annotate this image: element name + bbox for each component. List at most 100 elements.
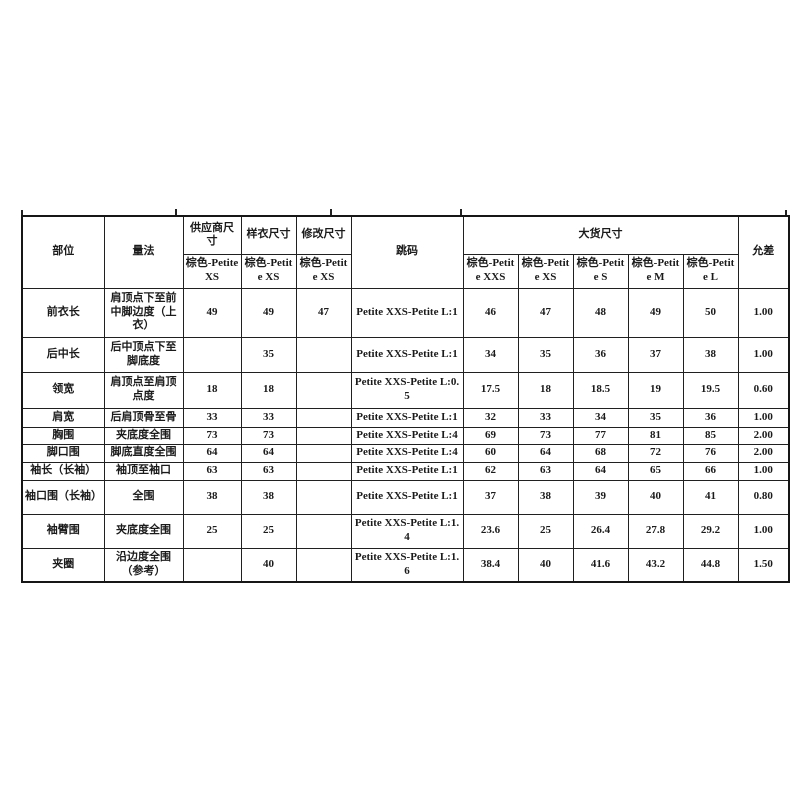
cell-jump-code: Petite XXS-Petite L:1.6 bbox=[350, 547, 464, 583]
header-method: 量法 bbox=[103, 215, 184, 289]
cell-jump-code: Petite XXS-Petite L:1 bbox=[350, 336, 464, 373]
cell-tolerance: 0.80 bbox=[737, 479, 790, 515]
cell-bulk-m: 72 bbox=[627, 443, 684, 463]
cell-bulk-xs: 40 bbox=[517, 547, 574, 583]
cell-jump-code: Petite XXS-Petite L:4 bbox=[350, 443, 464, 463]
cell-bulk-xs: 73 bbox=[517, 426, 574, 445]
cell-bulk-s: 64 bbox=[572, 461, 629, 481]
cell-tolerance: 1.00 bbox=[737, 407, 790, 428]
table-row: 后中长 后中顶点下至脚底度 35 Petite XXS-Petite L:1 3… bbox=[21, 336, 790, 373]
cell-supplier: 33 bbox=[182, 407, 242, 428]
border-tick-artifact bbox=[21, 210, 23, 215]
cell-bulk-s: 68 bbox=[572, 443, 629, 463]
cell-sample: 63 bbox=[240, 461, 297, 481]
cell-sample: 40 bbox=[240, 547, 297, 583]
cell-modified bbox=[295, 443, 352, 463]
cell-part: 胸围 bbox=[21, 426, 105, 445]
cell-method: 脚底直度全围 bbox=[103, 443, 184, 463]
cell-bulk-s: 48 bbox=[572, 287, 629, 338]
cell-bulk-l: 41 bbox=[682, 479, 739, 515]
cell-method: 夹底度全围 bbox=[103, 513, 184, 549]
cell-supplier: 64 bbox=[182, 443, 242, 463]
cell-bulk-xxs: 60 bbox=[462, 443, 519, 463]
cell-tolerance: 0.60 bbox=[737, 371, 790, 409]
header-tolerance: 允差 bbox=[737, 215, 790, 289]
cell-method: 肩顶点下至前中脚边度（上衣） bbox=[103, 287, 184, 338]
cell-part: 夹圈 bbox=[21, 547, 105, 583]
header-row-1: 部位 量法 供应商尺寸 样衣尺寸 修改尺寸 跳码 大货尺寸 允差 bbox=[21, 215, 790, 289]
cell-bulk-s: 36 bbox=[572, 336, 629, 373]
cell-part: 领宽 bbox=[21, 371, 105, 409]
table-row: 袖臂围 夹底度全围 25 25 Petite XXS-Petite L:1.4 … bbox=[21, 513, 790, 549]
cell-bulk-m: 19 bbox=[627, 371, 684, 409]
cell-sample: 35 bbox=[240, 336, 297, 373]
cell-part: 前衣长 bbox=[21, 287, 105, 338]
table-row: 肩宽 后肩顶骨至骨 33 33 Petite XXS-Petite L:1 32… bbox=[21, 407, 790, 428]
cell-bulk-s: 18.5 bbox=[572, 371, 629, 409]
subheader-modified-color-size: 棕色-Petite XS bbox=[295, 253, 352, 289]
cell-bulk-s: 34 bbox=[572, 407, 629, 428]
cell-supplier: 49 bbox=[182, 287, 242, 338]
cell-sample: 49 bbox=[240, 287, 297, 338]
subheader-sample-color-size: 棕色-Petite XS bbox=[240, 253, 297, 289]
table-row: 夹圈 沿边度全围（参考） 40 Petite XXS-Petite L:1.6 … bbox=[21, 547, 790, 583]
table-row: 前衣长 肩顶点下至前中脚边度（上衣） 49 49 47 Petite XXS-P… bbox=[21, 287, 790, 338]
subheader-bulk-m: 棕色-Petite M bbox=[627, 253, 684, 289]
cell-jump-code: Petite XXS-Petite L:1 bbox=[350, 407, 464, 428]
cell-bulk-xxs: 23.6 bbox=[462, 513, 519, 549]
cell-bulk-l: 66 bbox=[682, 461, 739, 481]
cell-supplier bbox=[182, 336, 242, 373]
cell-modified bbox=[295, 513, 352, 549]
cell-sample: 38 bbox=[240, 479, 297, 515]
border-tick-artifact bbox=[460, 209, 462, 215]
cell-jump-code: Petite XXS-Petite L:0.5 bbox=[350, 371, 464, 409]
cell-bulk-xxs: 46 bbox=[462, 287, 519, 338]
size-spec-table-wrap: 部位 量法 供应商尺寸 样衣尺寸 修改尺寸 跳码 大货尺寸 允差 棕色-Peti… bbox=[21, 215, 791, 583]
cell-bulk-xxs: 62 bbox=[462, 461, 519, 481]
size-spec-table: 部位 量法 供应商尺寸 样衣尺寸 修改尺寸 跳码 大货尺寸 允差 棕色-Peti… bbox=[21, 215, 791, 583]
cell-bulk-xs: 63 bbox=[517, 461, 574, 481]
cell-bulk-xs: 64 bbox=[517, 443, 574, 463]
table-row: 领宽 肩顶点至肩顶点度 18 18 Petite XXS-Petite L:0.… bbox=[21, 371, 790, 409]
header-part: 部位 bbox=[21, 215, 105, 289]
cell-bulk-m: 27.8 bbox=[627, 513, 684, 549]
border-tick-artifact bbox=[785, 210, 787, 215]
cell-tolerance: 1.00 bbox=[737, 336, 790, 373]
cell-modified bbox=[295, 407, 352, 428]
cell-jump-code: Petite XXS-Petite L:1.4 bbox=[350, 513, 464, 549]
cell-modified bbox=[295, 426, 352, 445]
cell-modified bbox=[295, 479, 352, 515]
cell-bulk-xxs: 69 bbox=[462, 426, 519, 445]
header-modified-size: 修改尺寸 bbox=[295, 215, 352, 255]
cell-jump-code: Petite XXS-Petite L:1 bbox=[350, 461, 464, 481]
cell-bulk-m: 65 bbox=[627, 461, 684, 481]
cell-sample: 25 bbox=[240, 513, 297, 549]
cell-bulk-xs: 47 bbox=[517, 287, 574, 338]
cell-jump-code: Petite XXS-Petite L:1 bbox=[350, 479, 464, 515]
cell-modified bbox=[295, 461, 352, 481]
cell-bulk-m: 43.2 bbox=[627, 547, 684, 583]
cell-bulk-l: 50 bbox=[682, 287, 739, 338]
cell-part: 袖臂围 bbox=[21, 513, 105, 549]
cell-bulk-xxs: 32 bbox=[462, 407, 519, 428]
cell-bulk-m: 49 bbox=[627, 287, 684, 338]
cell-bulk-xs: 35 bbox=[517, 336, 574, 373]
cell-tolerance: 1.00 bbox=[737, 461, 790, 481]
subheader-bulk-xs: 棕色-Petite XS bbox=[517, 253, 574, 289]
cell-bulk-xs: 18 bbox=[517, 371, 574, 409]
border-tick-artifact bbox=[330, 209, 332, 215]
cell-method: 袖顶至袖口 bbox=[103, 461, 184, 481]
table-row: 胸围 夹底度全围 73 73 Petite XXS-Petite L:4 69 … bbox=[21, 426, 790, 445]
header-row-2: 棕色-Petite XS 棕色-Petite XS 棕色-Petite XS 棕… bbox=[22, 253, 789, 289]
cell-supplier: 18 bbox=[182, 371, 242, 409]
cell-method: 沿边度全围（参考） bbox=[103, 547, 184, 583]
subheader-bulk-xxs: 棕色-Petite XXS bbox=[462, 253, 519, 289]
cell-jump-code: Petite XXS-Petite L:4 bbox=[350, 426, 464, 445]
cell-tolerance: 2.00 bbox=[737, 426, 790, 445]
subheader-bulk-s: 棕色-Petite S bbox=[572, 253, 629, 289]
header-bulk-size: 大货尺寸 bbox=[462, 215, 739, 255]
cell-bulk-s: 39 bbox=[572, 479, 629, 515]
cell-part: 袖口围（长袖） bbox=[21, 479, 105, 515]
cell-bulk-l: 29.2 bbox=[682, 513, 739, 549]
table-row: 脚口围 脚底直度全围 64 64 Petite XXS-Petite L:4 6… bbox=[21, 443, 790, 463]
